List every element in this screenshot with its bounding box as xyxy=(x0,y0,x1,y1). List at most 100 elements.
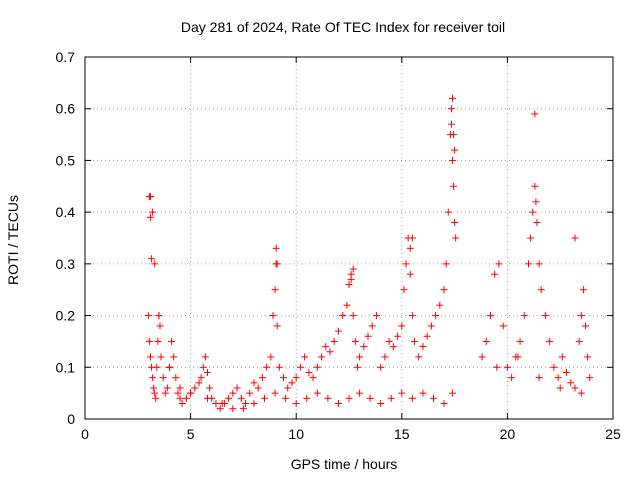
data-point xyxy=(567,379,575,387)
data-point xyxy=(187,389,195,397)
x-tick-label: 15 xyxy=(394,426,410,442)
data-point xyxy=(408,394,416,402)
data-point xyxy=(368,322,376,330)
data-point xyxy=(288,379,296,387)
data-point xyxy=(349,265,357,273)
data-point xyxy=(516,337,524,345)
data-point xyxy=(579,286,587,294)
data-point xyxy=(149,208,157,216)
y-tick-label: 0.7 xyxy=(56,49,76,65)
data-point xyxy=(345,281,353,289)
data-point xyxy=(432,312,440,320)
data-point xyxy=(242,399,250,407)
data-point xyxy=(154,337,162,345)
data-point xyxy=(356,353,364,361)
data-point xyxy=(309,374,317,382)
data-point xyxy=(145,193,153,201)
data-point xyxy=(263,363,271,371)
data-point xyxy=(366,394,374,402)
y-tick-labels: 0 0.1 0.2 0.3 0.4 0.5 0.6 0.7 xyxy=(56,49,76,427)
data-point xyxy=(571,234,579,242)
data-point xyxy=(155,312,163,320)
data-point xyxy=(556,384,564,392)
data-point xyxy=(532,198,540,206)
data-point xyxy=(144,312,152,320)
data-point xyxy=(203,394,211,402)
data-point xyxy=(347,275,355,283)
data-point xyxy=(531,182,539,190)
data-point xyxy=(584,353,592,361)
data-point xyxy=(182,394,190,402)
data-point xyxy=(324,394,332,402)
data-point xyxy=(149,374,157,382)
data-point xyxy=(334,327,342,335)
data-point xyxy=(582,322,590,330)
data-point xyxy=(146,213,154,221)
data-point xyxy=(174,389,182,397)
data-point xyxy=(450,182,458,190)
data-point xyxy=(377,399,385,407)
data-point xyxy=(372,312,380,320)
data-point xyxy=(558,353,566,361)
data-point xyxy=(271,389,279,397)
data-point xyxy=(322,343,330,351)
data-point xyxy=(156,322,164,330)
data-point xyxy=(351,337,359,345)
y-tick-label: 0.1 xyxy=(56,359,76,375)
data-point xyxy=(168,337,176,345)
data-point xyxy=(151,389,159,397)
data-point xyxy=(571,384,579,392)
data-point xyxy=(491,270,499,278)
data-point xyxy=(487,312,495,320)
data-point xyxy=(503,363,511,371)
data-point xyxy=(493,363,501,371)
data-point xyxy=(586,374,594,382)
y-axis-label: ROTI / TECUs xyxy=(5,195,21,285)
x-tick-label: 0 xyxy=(81,426,89,442)
data-point xyxy=(514,353,522,361)
data-point xyxy=(157,353,165,361)
data-point xyxy=(448,156,456,164)
data-point xyxy=(151,260,159,268)
data-point xyxy=(389,343,397,351)
chart-title: Day 281 of 2024, Rate Of TEC Index for r… xyxy=(181,19,505,35)
data-point xyxy=(440,399,448,407)
data-point xyxy=(520,312,528,320)
data-point xyxy=(546,337,554,345)
data-point xyxy=(305,368,313,376)
data-point xyxy=(216,405,224,413)
y-tick-label: 0.4 xyxy=(56,204,76,220)
data-point xyxy=(267,353,275,361)
data-point xyxy=(203,368,211,376)
data-point xyxy=(152,394,160,402)
data-point xyxy=(408,312,416,320)
data-point xyxy=(146,353,154,361)
x-tick-labels: 0 5 10 15 20 25 xyxy=(81,426,621,442)
axis-ticks xyxy=(84,56,614,420)
data-point xyxy=(148,255,156,263)
data-point xyxy=(419,389,427,397)
data-point xyxy=(176,394,184,402)
data-point xyxy=(150,384,158,392)
y-tick-label: 0 xyxy=(67,411,75,427)
data-point xyxy=(275,363,283,371)
data-point xyxy=(563,368,571,376)
data-point xyxy=(145,337,153,345)
data-point xyxy=(451,146,459,154)
data-point xyxy=(163,384,171,392)
data-point xyxy=(199,363,207,371)
data-point xyxy=(447,105,455,113)
data-point xyxy=(191,384,199,392)
data-point xyxy=(339,312,347,320)
y-tick-label: 0.5 xyxy=(56,152,76,168)
data-point xyxy=(381,353,389,361)
x-tick-label: 5 xyxy=(187,426,195,442)
data-point xyxy=(419,343,427,351)
data-point xyxy=(525,260,533,268)
y-tick-label: 0.3 xyxy=(56,256,76,272)
data-point xyxy=(246,389,254,397)
data-point xyxy=(394,332,402,340)
data-point xyxy=(554,374,562,382)
x-tick-label: 10 xyxy=(288,426,304,442)
data-point xyxy=(284,384,292,392)
